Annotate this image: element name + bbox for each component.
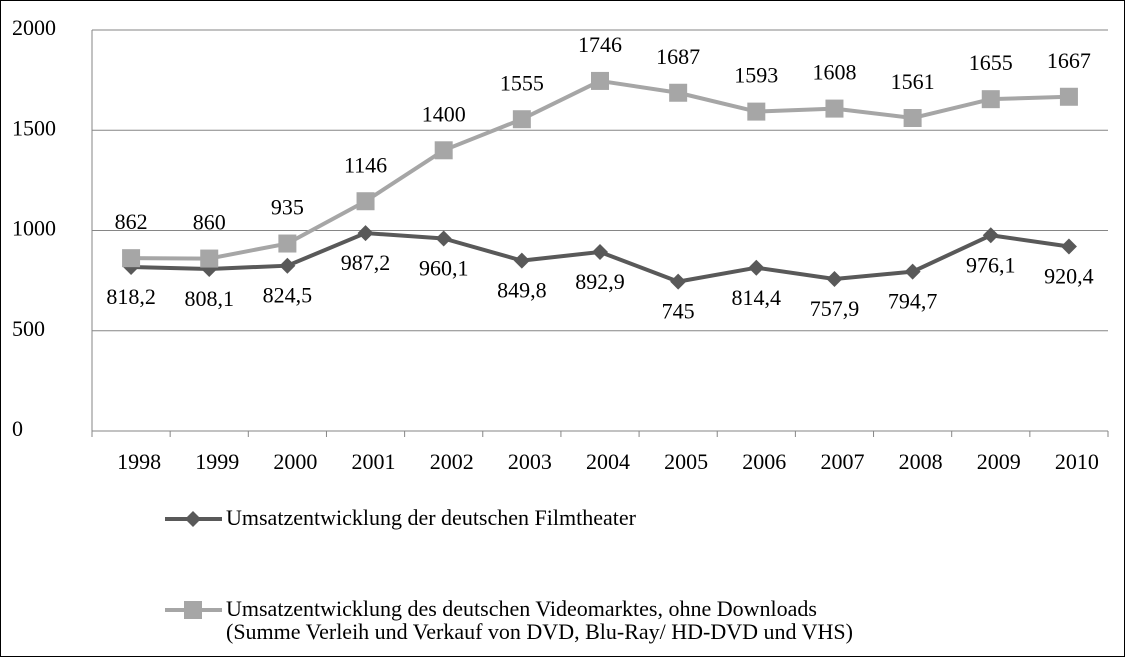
data-label: 960,1 (419, 256, 469, 281)
marker (670, 273, 687, 290)
legend-label: Umsatzentwicklung des deutschen Videomar… (226, 597, 853, 644)
data-label: 1146 (344, 152, 387, 177)
y-tick-label: 500 (12, 316, 45, 341)
y-tick-label: 1000 (12, 216, 56, 241)
data-label: 1655 (969, 50, 1013, 75)
marker (592, 243, 608, 260)
marker (185, 511, 201, 527)
data-label: 745 (662, 299, 695, 324)
data-label: 1561 (891, 69, 935, 94)
marker (748, 259, 765, 276)
data-label: 920,4 (1044, 264, 1094, 289)
x-tick-label: 2009 (977, 449, 1021, 474)
marker (357, 225, 374, 242)
x-tick-label: 2006 (742, 449, 786, 474)
marker (747, 102, 766, 121)
data-label: 757,9 (810, 296, 860, 321)
marker (279, 257, 296, 274)
data-label: 1593 (734, 63, 778, 88)
data-label: 1667 (1047, 48, 1091, 73)
data-label: 935 (271, 195, 304, 220)
x-tick-label: 2008 (899, 449, 943, 474)
x-tick-label: 2007 (820, 449, 864, 474)
marker (1059, 87, 1078, 106)
legend-entry: Umsatzentwicklung der deutschen Filmthea… (226, 506, 636, 530)
marker (122, 249, 141, 268)
x-tick-label: 2003 (508, 449, 552, 474)
marker (982, 227, 999, 244)
x-tick-label: 2000 (273, 449, 317, 474)
x-tick-label: 2010 (1055, 449, 1099, 474)
marker (591, 71, 609, 90)
y-tick-label: 2000 (12, 15, 56, 40)
y-tick-label: 0 (12, 416, 23, 441)
data-label: 860 (193, 210, 226, 235)
legend-label: Umsatzentwicklung der deutschen Filmthea… (226, 506, 636, 530)
data-label: 794,7 (888, 289, 938, 314)
marker (356, 192, 375, 211)
x-tick-label: 1999 (195, 449, 239, 474)
data-label: 1746 (578, 32, 622, 57)
data-label: 1400 (422, 101, 466, 126)
data-label: 824,5 (263, 283, 313, 308)
marker (981, 90, 1000, 109)
marker (669, 83, 688, 102)
data-label: 814,4 (732, 285, 782, 310)
data-label: 987,2 (341, 250, 391, 275)
x-tick-label: 2001 (352, 449, 396, 474)
marker (1060, 238, 1077, 255)
x-tick-label: 1998 (117, 449, 161, 474)
marker (903, 109, 922, 128)
data-label: 976,1 (966, 252, 1016, 277)
marker (435, 230, 452, 247)
x-tick-label: 2004 (586, 449, 630, 474)
data-label: 808,1 (184, 286, 234, 311)
marker (904, 263, 921, 280)
marker (825, 99, 844, 118)
data-label: 818,2 (106, 284, 156, 309)
x-tick-label: 2005 (664, 449, 708, 474)
x-tick-label: 2002 (430, 449, 474, 474)
data-label: 1687 (656, 44, 700, 69)
marker (826, 271, 843, 288)
marker (184, 601, 202, 619)
data-label: 1608 (812, 60, 856, 85)
marker (512, 110, 531, 129)
marker (434, 141, 453, 160)
data-label: 1555 (500, 70, 544, 95)
marker (278, 234, 297, 253)
data-label: 849,8 (497, 278, 547, 303)
data-label: 862 (115, 209, 148, 234)
marker (513, 252, 530, 269)
marker (200, 249, 219, 268)
legend-entry: Umsatzentwicklung des deutschen Videomar… (226, 597, 853, 644)
data-label: 892,9 (575, 269, 625, 294)
y-tick-label: 1500 (12, 115, 56, 140)
